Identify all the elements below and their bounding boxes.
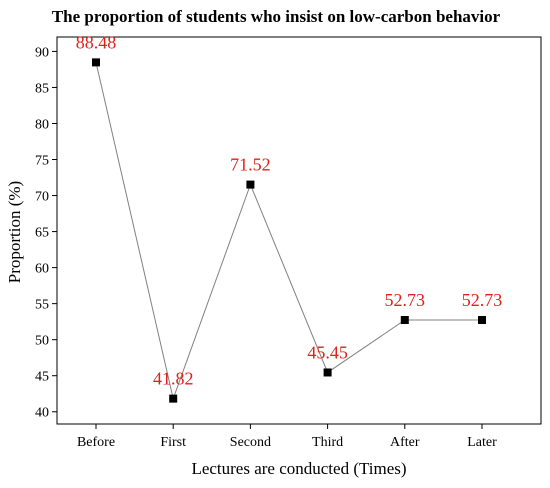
data-label: 71.52 — [230, 155, 271, 175]
x-axis-label: Lectures are conducted (Times) — [191, 459, 406, 478]
x-tick-label: Later — [467, 435, 497, 450]
y-tick-label: 55 — [35, 298, 49, 313]
data-point — [323, 368, 332, 377]
y-tick-label: 75 — [35, 154, 49, 169]
y-tick-label: 65 — [35, 226, 49, 241]
x-tick-label: First — [160, 435, 186, 450]
data-markers — [92, 58, 486, 403]
data-labels: 88.48 41.82 71.52 45.45 52.73 52.73 — [76, 32, 503, 388]
x-tick-label: Third — [312, 435, 343, 450]
data-point — [246, 180, 255, 189]
plot-frame — [56, 36, 542, 425]
data-point — [169, 394, 178, 403]
data-label: 52.73 — [462, 290, 503, 310]
data-label: 41.82 — [153, 369, 194, 389]
x-tick-label: After — [390, 435, 420, 450]
data-point — [400, 316, 409, 325]
data-label: 88.48 — [76, 32, 117, 52]
x-tick-label: Before — [77, 435, 115, 450]
y-tick-label: 80 — [35, 117, 49, 132]
data-point — [478, 316, 486, 325]
y-tick-label: 45 — [35, 370, 49, 385]
data-label: 45.45 — [307, 342, 348, 362]
y-tick-label: 85 — [35, 81, 49, 96]
data-point — [92, 58, 100, 67]
data-label: 52.73 — [385, 290, 426, 310]
y-tick-label: 70 — [35, 190, 49, 205]
y-tick-label: 40 — [35, 406, 49, 421]
x-tick-label: Second — [230, 435, 271, 450]
y-tick-label: 90 — [35, 45, 49, 60]
y-tick-label: 60 — [35, 262, 49, 277]
y-axis-label: Proportion (%) — [5, 181, 24, 283]
y-tick-label: 50 — [35, 334, 49, 349]
chart-title: The proportion of students who insist on… — [52, 7, 501, 26]
y-axis: 40 45 50 55 60 65 70 75 80 85 90 — [35, 45, 57, 421]
series-line — [95, 62, 482, 401]
x-axis: Before First Second Third After Later — [77, 424, 497, 450]
